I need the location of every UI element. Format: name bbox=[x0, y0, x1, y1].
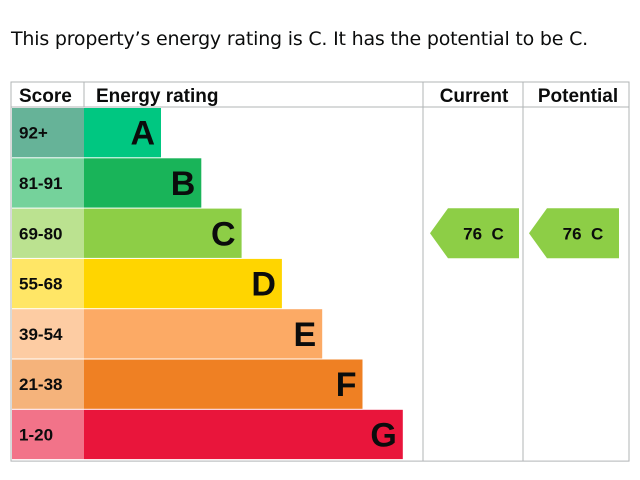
score-label-f: 21-38 bbox=[19, 375, 62, 394]
current-rating-arrow bbox=[430, 208, 519, 259]
score-cell-f bbox=[12, 359, 84, 409]
rating-indicators: 76 C 76 C bbox=[430, 208, 619, 259]
header-score: Score bbox=[19, 86, 72, 107]
score-cell-e bbox=[12, 309, 84, 359]
rating-bar-g bbox=[84, 409, 403, 460]
potential-rating-arrow bbox=[529, 208, 619, 259]
header-current: Current bbox=[440, 86, 509, 107]
rating-letter-d: D bbox=[251, 266, 276, 304]
score-cell-d bbox=[12, 258, 84, 309]
rating-bar-d bbox=[84, 258, 282, 309]
score-cell-a bbox=[12, 108, 84, 158]
rating-bands: 92+ A 81-91 B 69-80 C 55-68 D 39-54 E 21-38 F 1-20 G bbox=[12, 108, 403, 460]
rating-bar-e bbox=[84, 309, 323, 359]
rating-bar-b bbox=[84, 158, 202, 208]
table-border bbox=[10, 81, 630, 462]
header-energy-rating: Energy rating bbox=[96, 86, 218, 107]
rating-bar-c bbox=[84, 208, 242, 258]
current-rating-label: 76 C bbox=[463, 224, 504, 243]
rating-letter-b: B bbox=[171, 165, 196, 203]
score-cell-b bbox=[12, 158, 84, 208]
potential-rating-label: 76 C bbox=[563, 224, 604, 243]
rating-letter-c: C bbox=[211, 215, 236, 253]
energy-rating-summary: This property’s energy rating is C. It h… bbox=[11, 28, 589, 50]
rating-letter-e: E bbox=[294, 316, 317, 354]
rating-bar-f bbox=[84, 359, 363, 409]
score-cell-g bbox=[12, 409, 84, 460]
score-label-e: 39-54 bbox=[19, 325, 63, 344]
rating-letter-f: F bbox=[336, 366, 357, 404]
score-label-c: 69-80 bbox=[19, 224, 62, 243]
rating-bar-a bbox=[84, 108, 161, 158]
rating-letter-a: A bbox=[130, 115, 155, 153]
score-label-a: 92+ bbox=[19, 124, 48, 143]
score-label-d: 55-68 bbox=[19, 275, 62, 294]
table-grid bbox=[10, 81, 630, 462]
score-label-g: 1-20 bbox=[19, 425, 53, 444]
score-label-b: 81-91 bbox=[19, 174, 62, 193]
rating-letter-g: G bbox=[370, 416, 396, 454]
header-potential: Potential bbox=[538, 86, 618, 107]
score-cell-c bbox=[12, 208, 84, 258]
